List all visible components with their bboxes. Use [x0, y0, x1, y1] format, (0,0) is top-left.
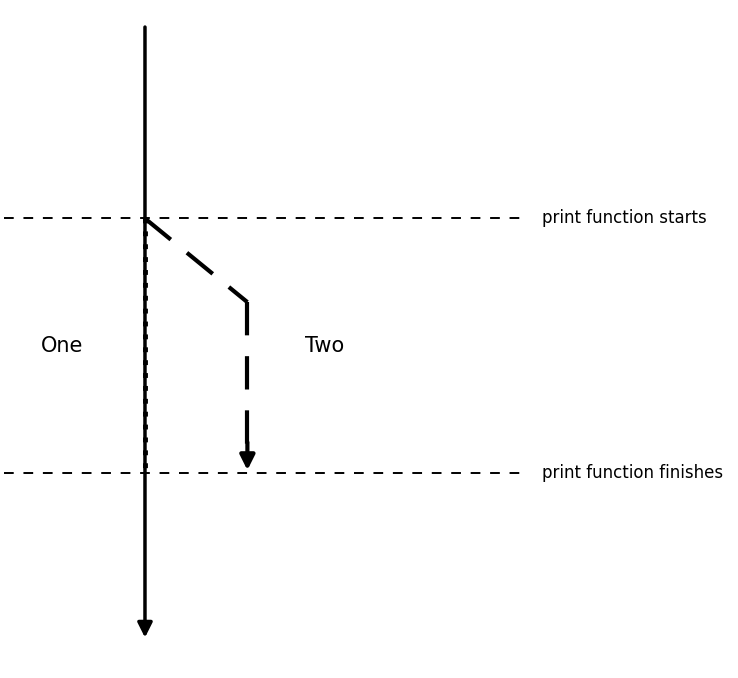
Text: print function finishes: print function finishes — [542, 464, 723, 482]
Text: print function starts: print function starts — [542, 210, 706, 227]
Text: Two: Two — [305, 336, 344, 356]
Text: One: One — [41, 336, 83, 356]
